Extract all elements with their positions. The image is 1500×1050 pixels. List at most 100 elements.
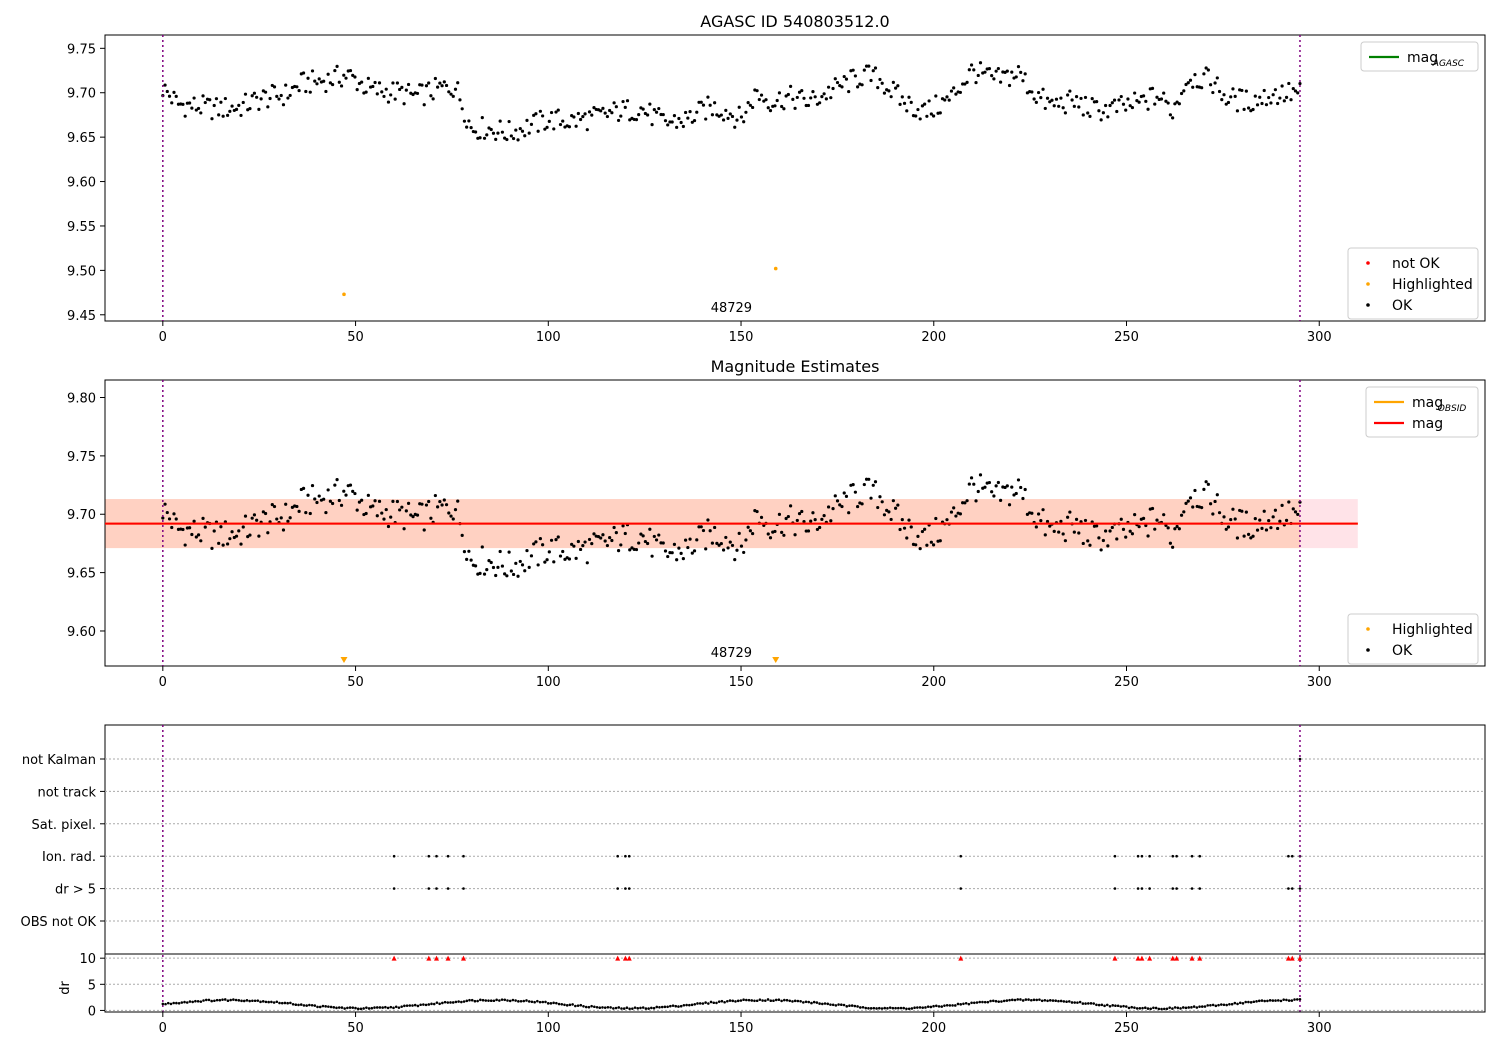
ok-point (554, 538, 558, 542)
ok-point (194, 108, 198, 112)
ok-point (456, 499, 460, 503)
ok-point (1293, 89, 1298, 93)
ok-point (252, 91, 257, 95)
dr-point (384, 1005, 387, 1009)
dr-point (745, 998, 748, 1002)
ok-point (241, 525, 245, 529)
ok-point (257, 107, 261, 111)
legend-marker (1366, 303, 1370, 307)
dr-point (1127, 1006, 1131, 1010)
dr-point (283, 1001, 287, 1005)
dr-point (777, 998, 781, 1002)
dr-point (248, 999, 251, 1003)
dr-point (986, 1000, 990, 1004)
ok-point (444, 503, 449, 507)
ok-point (431, 97, 435, 101)
ok-point (1271, 93, 1275, 97)
ok-point (1117, 98, 1121, 102)
ok-point (619, 114, 623, 118)
dr-point (498, 999, 501, 1002)
ok-point (241, 100, 245, 105)
ok-point (898, 102, 902, 106)
ok-point (458, 98, 462, 102)
ok-point (1171, 545, 1175, 549)
ok-point (1235, 536, 1240, 540)
ok-point (310, 69, 315, 73)
dr-point (194, 999, 197, 1003)
ok-point (460, 533, 464, 537)
ok-point (574, 556, 578, 560)
x-tick-label: 200 (921, 330, 946, 345)
ok-point (1224, 102, 1228, 106)
ok-point (353, 75, 357, 79)
ok-point (576, 111, 580, 116)
ok-point (590, 113, 594, 117)
ok-point (496, 131, 500, 135)
ok-point (436, 85, 440, 89)
ok-point (900, 518, 904, 522)
ok-point (201, 94, 205, 98)
ok-point (721, 118, 726, 122)
ok-point (217, 113, 221, 117)
ok-point (909, 525, 913, 529)
ok-point (1177, 527, 1181, 531)
ok-point (411, 92, 415, 97)
ok-point (876, 505, 880, 510)
ok-point (777, 512, 782, 517)
dr-point (750, 999, 754, 1002)
ok-point (277, 97, 281, 101)
dr-panel: 0 50 100 150 200 250 300 0 5 10 dr (58, 952, 1486, 1036)
dr-point (479, 998, 482, 1002)
ok-point (824, 97, 828, 101)
dr-point (959, 1003, 963, 1006)
dr-point (207, 998, 211, 1002)
dr-point (213, 999, 216, 1003)
dr-point (272, 1001, 276, 1004)
ok-point (1003, 485, 1007, 490)
ion-rad-point (1148, 854, 1151, 858)
ok-point (518, 127, 522, 131)
ok-point (838, 503, 842, 507)
ok-point (261, 510, 265, 514)
ok-point (784, 516, 788, 521)
dr-point (1266, 999, 1269, 1003)
ok-point (514, 561, 518, 565)
ok-point (992, 77, 996, 81)
ok-point (945, 95, 949, 99)
ok-point (643, 539, 647, 544)
ok-point (920, 529, 925, 534)
ion-rad-point (1140, 854, 1144, 858)
y-tick-label: 9.70 (67, 508, 96, 523)
ok-point (317, 494, 321, 498)
ok-point (739, 115, 744, 119)
ok-point (541, 114, 545, 118)
ok-point (375, 92, 379, 96)
legend-box (1365, 386, 1479, 438)
ok-point (237, 529, 241, 533)
ok-point (165, 89, 169, 94)
dr-point (381, 1006, 384, 1009)
ok-point (1095, 100, 1099, 104)
dr-point (218, 998, 222, 1002)
ok-point (556, 535, 560, 539)
ok-point (460, 107, 464, 111)
ok-point (675, 558, 679, 562)
dr-point (164, 1002, 167, 1006)
dr-point (1157, 1007, 1161, 1011)
dr-point (788, 999, 792, 1003)
dr-point (1046, 999, 1049, 1003)
ok-point (614, 531, 618, 535)
ok-point (844, 494, 849, 498)
dr-point (924, 1006, 927, 1009)
dr-point (639, 1006, 642, 1010)
dr-point (636, 1006, 640, 1010)
x-tick-label: 300 (1307, 330, 1332, 345)
dr-point (560, 1002, 564, 1006)
ok-point (505, 137, 509, 142)
x-tick-label: 0 (159, 330, 167, 345)
dr-point (327, 1005, 330, 1008)
ok-point (976, 489, 980, 494)
dr-point (533, 1000, 536, 1004)
dr-point (1244, 1000, 1247, 1004)
ok-point (210, 117, 214, 121)
